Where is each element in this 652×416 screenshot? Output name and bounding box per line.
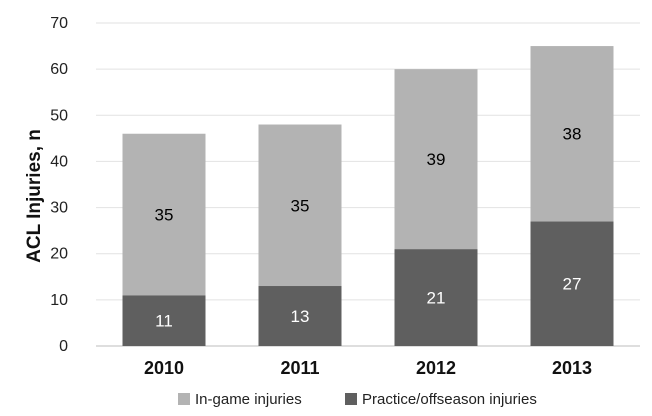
- bar-segment: [122, 295, 206, 346]
- bar-segment: [530, 46, 614, 222]
- data-labels: 11 35 13 35 21 39 27 38: [155, 125, 582, 331]
- x-tick-label: 2011: [280, 358, 319, 378]
- x-tick-label: 2012: [416, 358, 456, 378]
- data-label: 27: [563, 275, 582, 294]
- bars: [122, 46, 614, 346]
- y-tick-label: 10: [50, 292, 68, 309]
- data-label: 35: [291, 196, 310, 215]
- data-label: 11: [155, 312, 173, 331]
- bar-segment: [258, 124, 342, 287]
- y-axis-ticks: 0 10 20 30 40 50 60 70: [50, 15, 68, 355]
- y-tick-label: 0: [59, 338, 68, 355]
- legend-swatch: [178, 393, 190, 405]
- y-tick-label: 40: [50, 153, 68, 170]
- data-label: 35: [155, 205, 174, 224]
- data-label: 39: [427, 150, 446, 169]
- data-label: 21: [427, 289, 446, 308]
- bar-segment: [394, 69, 478, 250]
- x-axis-ticks: 2010 2011 2012 2013: [144, 358, 592, 378]
- legend-item: In-game injuries: [178, 391, 302, 408]
- data-label: 38: [563, 125, 582, 144]
- legend: In-game injuries Practice/offseason injur…: [178, 391, 537, 408]
- legend-label: In-game injuries: [195, 391, 302, 408]
- y-tick-label: 70: [50, 15, 68, 32]
- bar-segment: [122, 133, 206, 296]
- legend-label: Practice/offseason injuries: [362, 391, 537, 408]
- y-tick-label: 30: [50, 200, 68, 217]
- legend-swatch: [345, 393, 357, 405]
- x-tick-label: 2010: [144, 358, 184, 378]
- bar-segment: [530, 221, 614, 346]
- y-tick-label: 60: [50, 61, 68, 78]
- y-axis-label: ACL Injuries, n: [24, 129, 45, 263]
- legend-item: Practice/offseason injuries: [345, 391, 537, 408]
- bar-segment: [394, 249, 478, 346]
- bar-segment: [258, 286, 342, 346]
- y-tick-label: 20: [50, 246, 68, 263]
- y-tick-label: 50: [50, 107, 68, 124]
- x-tick-label: 2013: [552, 358, 592, 378]
- data-label: 13: [291, 307, 310, 326]
